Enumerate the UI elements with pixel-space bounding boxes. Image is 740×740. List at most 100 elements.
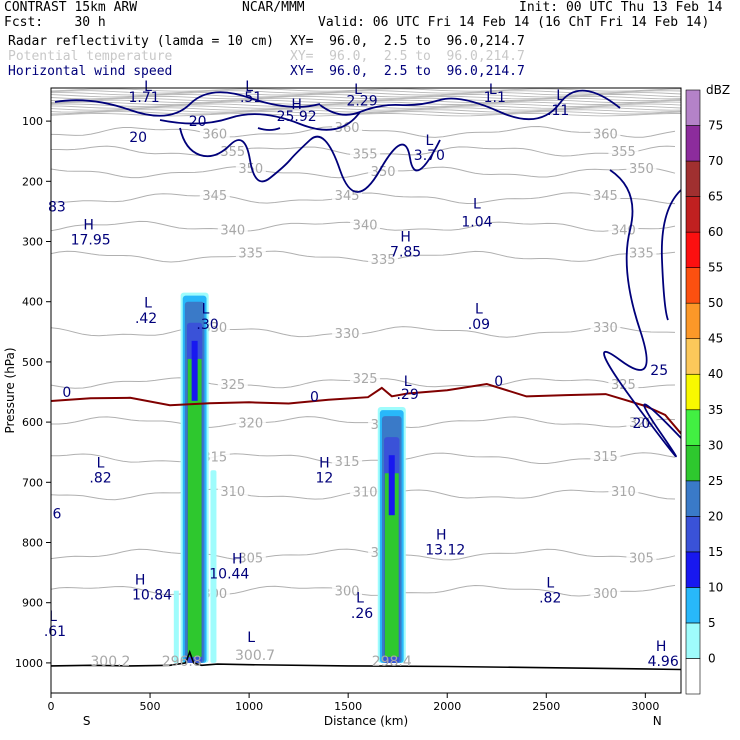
- model-name: CONTRAST 15km ARW: [4, 0, 138, 15]
- theta-contour-label: 345: [593, 189, 618, 204]
- theta-label-bg: [626, 415, 657, 430]
- theta-label-bg: [350, 371, 381, 386]
- theta-contour: [51, 125, 676, 138]
- theta-contour-upper: [51, 101, 681, 105]
- valid-time: Valid: 06 UTC Fri 14 Feb 14 (16 ChT Fri …: [318, 15, 710, 30]
- extremum-label: 1.71: [129, 90, 160, 106]
- extremum-label: .29: [396, 387, 418, 403]
- theta-label-bg: [626, 550, 657, 565]
- wind-contour: [603, 169, 681, 458]
- colorbar-swatch: [685, 160, 701, 197]
- x-end-label-north: N: [653, 714, 662, 728]
- extremum-label: 25.92: [277, 109, 317, 125]
- theta-label-bg: [608, 484, 639, 499]
- theta-label-bg: [608, 377, 639, 392]
- wind-contour-label: 25: [650, 363, 668, 379]
- wind-contour-label: 20: [129, 130, 147, 146]
- field-wind-xy: XY= 96.0, 2.5 to 96.0,214.7: [290, 64, 525, 79]
- extremum-label: H: [135, 573, 146, 589]
- colorbar-label: 5: [708, 616, 716, 630]
- theta-label-bg: [368, 164, 399, 179]
- colorbar-swatch: [685, 622, 701, 659]
- theta-label-bg: [590, 449, 621, 464]
- theta-label-bg: [217, 222, 248, 237]
- field-reflectivity-xy: XY= 96.0, 2.5 to 96.0,214.7: [290, 34, 525, 49]
- reflectivity-cell-weak: [210, 470, 217, 663]
- extremum-label: .51: [240, 90, 262, 106]
- extremum-label: H: [319, 455, 330, 471]
- colorbar-label: 55: [708, 261, 723, 275]
- colorbar-label: 0: [708, 651, 716, 665]
- theta-contour: [51, 166, 676, 179]
- theta-contour-label: 360: [202, 127, 227, 142]
- colorbar-swatch: [685, 338, 701, 375]
- theta-contour-upper: [51, 92, 681, 96]
- theta-contour-label: 330: [335, 327, 360, 342]
- colorbar-swatch: [685, 196, 701, 233]
- extremum-label: 12: [315, 470, 333, 486]
- extremum-label: L: [556, 88, 564, 104]
- colorbar-swatch: [685, 658, 701, 695]
- extremum-label: L: [546, 576, 554, 592]
- extremum-label: 298.4: [372, 654, 412, 670]
- x-tick-label: 0: [48, 700, 55, 713]
- colorbar-label: 25: [708, 474, 723, 488]
- extremum-label: .42: [135, 311, 157, 327]
- extremum-label: 3.70: [414, 148, 445, 164]
- colorbar-swatch: [685, 231, 701, 268]
- x-end-label-south: S: [83, 714, 91, 728]
- extremum-label: L: [245, 79, 253, 95]
- theta-contour-label: 305: [238, 552, 263, 567]
- extremum-label: 17.95: [71, 233, 111, 249]
- theta-label-bg: [217, 144, 248, 159]
- theta-contour-label: 300: [593, 587, 618, 602]
- theta-contour: [51, 250, 676, 263]
- theta-contour-upper: [51, 105, 681, 109]
- colorbar-label: 15: [708, 545, 723, 559]
- theta-contour-label: 325: [220, 378, 245, 393]
- theta-contour-upper: [51, 97, 681, 102]
- extremum-label: L: [97, 455, 105, 471]
- x-tick-label: 1000: [235, 700, 263, 713]
- theta-contour: [51, 548, 676, 561]
- theta-contour: [51, 584, 676, 597]
- theta-label-bg: [626, 160, 657, 175]
- y-tick-label: 800: [22, 537, 43, 550]
- colorbar-swatch: [685, 373, 701, 411]
- terrain-line: [50, 649, 682, 671]
- extremum-label: .09: [468, 317, 490, 333]
- y-tick-label: 700: [22, 476, 43, 489]
- extremum-label: L: [489, 82, 497, 98]
- theta-contour-label: 355: [611, 145, 636, 160]
- colorbar-label: 30: [708, 438, 723, 452]
- theta-contour-label: 345: [202, 189, 227, 204]
- theta-contour: [51, 452, 676, 464]
- colorbar-swatch: [685, 409, 701, 446]
- theta-contour-label: 350: [238, 162, 263, 177]
- theta-contour-upper: [51, 94, 681, 98]
- theta-label-bg: [626, 245, 657, 260]
- theta-label-bg: [199, 126, 230, 141]
- colorbar-label: 50: [708, 296, 723, 310]
- extremum-label: 1.1: [484, 90, 506, 106]
- theta-contour-label: 345: [335, 189, 360, 204]
- colorbar-swatch: [685, 302, 701, 340]
- extremum-label: .30: [196, 317, 218, 333]
- extremum-label: .61: [44, 624, 66, 640]
- extremum-label: L: [475, 302, 483, 318]
- x-axis-title: Distance (km): [324, 714, 408, 728]
- theta-label-bg: [590, 188, 621, 203]
- forecast-hour: Fcst: 30 h: [4, 15, 106, 30]
- colorbar-label: 40: [708, 367, 723, 381]
- wind-contour: [159, 111, 361, 131]
- theta-contour-label: 325: [353, 372, 378, 387]
- y-tick-label: 1000: [15, 657, 43, 670]
- plot-frame: [50, 87, 682, 694]
- extremum-label: L: [473, 196, 481, 212]
- theta-contour-label: 355: [220, 145, 245, 160]
- x-tick-label: 3000: [631, 700, 659, 713]
- extremum-label: 10.44: [209, 567, 249, 583]
- y-tick-label: 400: [22, 296, 43, 309]
- field-wind: Horizontal wind speed: [8, 64, 173, 79]
